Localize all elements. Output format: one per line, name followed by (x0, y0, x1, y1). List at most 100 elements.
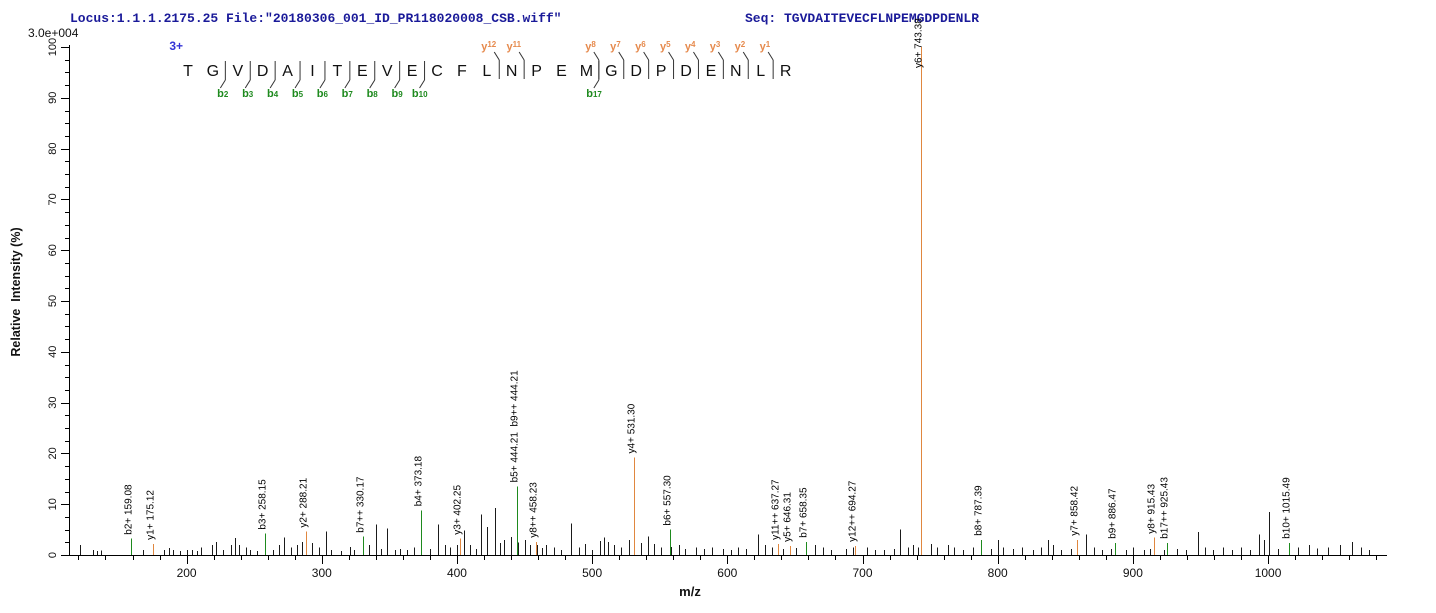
y-ion-peak-label: y12++ 694.27 (848, 480, 859, 542)
y-tick-label: 20 (47, 447, 59, 459)
residue-letter: D (680, 63, 692, 80)
b-ion-tick (369, 79, 376, 89)
peptide-sequence-annotation: T G V D A I T E V E C F L N P E M G D P D E N L Rb2 b3 b4 b5 b6 b7 b8 b… (183, 40, 791, 100)
residue-letter: E (706, 63, 717, 80)
y-ion-tick (693, 51, 699, 61)
residue-letter: T (183, 63, 193, 80)
b-ion-label: b3 (242, 88, 254, 100)
b-ion-tick (269, 79, 276, 89)
residue-letter: R (780, 63, 792, 80)
y-ion-tick (742, 51, 749, 61)
y-ion-label: y12 (481, 40, 497, 53)
y-axis-title: Relative Intensity (%) (9, 227, 23, 356)
residue-letter: M (580, 63, 593, 80)
residue-letter: D (630, 63, 642, 80)
x-tick-label: 1000 (1255, 566, 1282, 580)
b-ion-peak-label: b8+ 787.39 (974, 485, 985, 536)
b-ion-label: b6 (317, 88, 329, 100)
residue-letter: A (282, 63, 293, 80)
b-ion-peak-label: b2+ 159.08 (124, 484, 135, 535)
x-tick-label: 300 (312, 566, 332, 580)
x-tick-label: 900 (1123, 566, 1143, 580)
max-intensity-label: 3.0e+004 (28, 26, 79, 40)
y-ion-peak-label: y3+ 402.25 (453, 485, 464, 535)
y-tick-label: 50 (47, 295, 59, 307)
residue-letter: I (310, 63, 314, 80)
b-ion-label: b8 (367, 88, 379, 100)
b-ion-peak-label: b17++ 925.43 (1160, 477, 1171, 539)
residue-letter: G (207, 63, 219, 80)
y-ion-peak-label: y4+ 531.30 (627, 403, 638, 453)
axes: 200 300 400 500 600 700 800 900 1000 0 10 20 30 40 50 6… (47, 38, 1387, 580)
b-ion-peak-label: b7+ 658.35 (799, 487, 810, 538)
y-ion-tick (643, 51, 650, 61)
y-ion-peak-label: y1+ 175.12 (146, 490, 157, 540)
x-tick-label: 800 (988, 566, 1008, 580)
b-ion-tick (244, 79, 251, 89)
b-ion-peak-label: b7++ 330.17 (356, 476, 367, 533)
residue-letter: E (357, 63, 368, 80)
residue-letter: E (407, 63, 418, 80)
residue-letter: D (257, 63, 269, 80)
seq-label: Seq: (745, 11, 776, 26)
x-tick-label: 400 (447, 566, 467, 580)
y-ion-tick (668, 51, 674, 61)
b-ion-label: b2 (217, 88, 229, 100)
x-tick-label: 700 (852, 566, 872, 580)
y-tick-label: 70 (47, 193, 59, 205)
y-ion-peak-label: y8+ 915.43 (1147, 484, 1158, 534)
y-tick-label: 10 (47, 498, 59, 510)
b-ion-tick (419, 79, 425, 89)
residue-letter: C (431, 63, 443, 80)
y-ion-peak-label: y8++ 458.23 (529, 482, 540, 538)
y-ion-peak-label: y6+ 743.38 (914, 18, 925, 68)
b-ion-label: b7 (342, 88, 354, 100)
b-ion-tick (344, 79, 351, 89)
b-ion-tick (394, 79, 401, 89)
y-ion-peak-label: y11++ 637.27 (771, 479, 782, 540)
b-ion-peak-label: b10+ 1015.49 (1282, 477, 1293, 539)
residue-letter: P (656, 63, 667, 80)
b-ion-peak-label: b5+ 444.21 b9++ 444.21 (510, 370, 521, 482)
residue-letter: T (333, 63, 343, 80)
y-ion-peak-label: y7+ 858.42 (1070, 486, 1081, 536)
peak-labels-layer: b2+ 159.08 y1+ 175.12 b3+ 258.15 y2+ 288.21… (124, 18, 1293, 542)
locus-file-label: Locus:1.1.1.2175.25 File:"20180306_001_I… (70, 11, 561, 26)
y-tick-label: 40 (47, 346, 59, 358)
y-ion-label: y5 (660, 40, 671, 53)
y-ion-label: y1 (760, 40, 771, 53)
b-ion-tick (219, 79, 226, 89)
b-ion-label: b17 (586, 88, 602, 100)
y-ion-tick (518, 51, 525, 61)
residue-letter: E (556, 63, 567, 80)
y-ion-peak-label: y5+ 646.31 (783, 492, 794, 542)
y-tick-label: 100 (47, 38, 59, 56)
b-ion-tick (294, 79, 301, 89)
x-tick-label: 500 (582, 566, 602, 580)
b-ion-label: b4 (267, 88, 279, 100)
residue-letter: V (382, 63, 393, 80)
y-ion-label: y3 (710, 40, 721, 53)
y-ion-label: y11 (507, 40, 522, 53)
residue-letter: L (756, 63, 765, 80)
y-tick-label: 80 (47, 142, 59, 154)
residue-letter: N (730, 63, 742, 80)
peaks-layer (80, 47, 1370, 555)
y-ion-tick (493, 51, 500, 61)
y-ion-label: y2 (735, 40, 746, 53)
y-ion-label: y8 (585, 40, 596, 53)
b-ion-label: b5 (292, 88, 304, 100)
residue-letter: N (506, 63, 518, 80)
b-ion-peak-label: b6+ 557.30 (663, 475, 674, 526)
b-ion-peak-label: b3+ 258.15 (258, 479, 269, 530)
b-ion-label: b10 (412, 88, 428, 100)
y-ion-peak-label: y2+ 288.21 (299, 477, 310, 527)
y-ion-tick (593, 51, 600, 61)
residue-letter: V (232, 63, 243, 80)
y-tick-label: 60 (47, 244, 59, 256)
precursor-charge-label: 3+ (169, 39, 183, 53)
x-tick-label: 600 (717, 566, 737, 580)
y-tick-label: 30 (47, 396, 59, 408)
